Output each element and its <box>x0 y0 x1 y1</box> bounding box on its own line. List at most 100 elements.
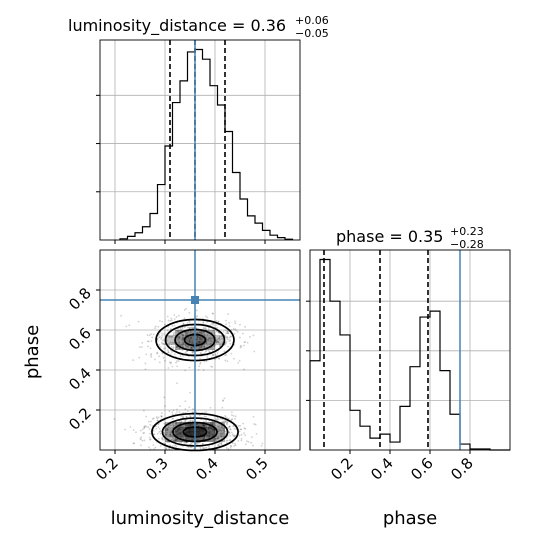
density-sample-point <box>244 443 247 446</box>
density-sample-point <box>223 397 226 400</box>
density-sample-point <box>178 329 181 332</box>
density-sample-point <box>170 328 172 330</box>
density-sample-point <box>163 323 166 326</box>
density-sample-point <box>204 446 207 449</box>
density-sample-point <box>148 436 151 439</box>
density-sample-point <box>153 433 156 436</box>
density-sample-point <box>218 442 221 445</box>
density-sample-point <box>158 361 161 364</box>
density-sample-point <box>147 345 149 348</box>
density-sample-point <box>166 329 169 332</box>
density-sample-point <box>191 346 194 349</box>
density-cell-1 <box>185 427 195 432</box>
density-sample-point <box>133 442 136 445</box>
density-sample-point <box>211 349 214 351</box>
density-sample-point <box>207 326 210 329</box>
density-sample-point <box>190 347 193 350</box>
density-sample-point <box>238 434 241 437</box>
density-sample-point <box>169 341 172 344</box>
density-sample-point <box>186 331 189 334</box>
density-sample-point <box>208 350 211 353</box>
density-sample-point <box>160 336 163 339</box>
density-sample-point <box>182 333 185 336</box>
density-sample-point <box>222 400 225 402</box>
density-sample-point <box>210 342 212 345</box>
density-sample-point <box>158 427 161 430</box>
density-sample-point <box>171 365 174 368</box>
density-sample-point <box>178 411 181 414</box>
density-sample-point <box>205 342 208 345</box>
density-sample-point <box>185 441 188 444</box>
density-sample-point <box>187 345 190 348</box>
phase-xtick-label-1: 0.4 <box>367 454 397 484</box>
density-cell-0 <box>195 345 205 350</box>
density-sample-point <box>176 382 178 385</box>
density-sample-point <box>158 430 161 433</box>
density-cell-0 <box>205 340 215 345</box>
density-sample-point <box>260 444 263 447</box>
density-sample-point <box>137 320 140 323</box>
density-sample-point <box>228 425 231 428</box>
density-sample-point <box>164 442 166 445</box>
density-sample-point <box>169 444 171 447</box>
density-sample-point <box>184 408 187 411</box>
density-sample-point <box>182 437 185 440</box>
density-sample-point <box>167 367 170 369</box>
density-sample-point <box>165 429 168 431</box>
density-sample-point <box>229 428 232 431</box>
density-sample-point <box>164 405 166 407</box>
density-sample-point <box>240 437 243 440</box>
density-sample-point <box>190 443 193 445</box>
density-sample-point <box>148 334 151 337</box>
density-sample-point <box>233 427 236 430</box>
density-sample-point <box>184 420 187 423</box>
density-sample-point <box>228 432 231 435</box>
density-sample-point <box>173 314 176 316</box>
density-sample-point <box>142 432 145 435</box>
density-sample-point <box>220 435 222 438</box>
density-sample-point <box>170 346 173 348</box>
density-sample-point <box>240 345 243 348</box>
density-sample-point <box>195 411 198 414</box>
density-sample-point <box>135 431 137 434</box>
density-sample-point <box>240 428 242 431</box>
density-sample-point <box>185 344 188 347</box>
density-sample-point <box>199 351 202 354</box>
density-sample-point <box>232 414 235 417</box>
density-sample-point <box>254 423 257 426</box>
density-sample-point <box>163 422 166 425</box>
density-sample-point <box>197 368 200 371</box>
density-sample-point <box>158 336 160 339</box>
density-sample-point <box>148 428 151 430</box>
density-sample-point <box>169 362 172 365</box>
density-sample-point <box>149 354 152 357</box>
density-sample-point <box>191 408 194 411</box>
density-sample-point <box>206 356 209 358</box>
density-sample-point <box>200 345 203 348</box>
density-sample-point <box>199 332 202 334</box>
density-sample-point <box>181 327 184 330</box>
density-sample-point <box>217 444 219 447</box>
density-sample-point <box>252 334 255 337</box>
density-sample-point <box>210 422 212 425</box>
phase-gridlines <box>310 250 510 450</box>
density-sample-point <box>225 336 228 338</box>
density-sample-point <box>216 437 219 439</box>
density-sample-point <box>162 342 165 345</box>
density-sample-point <box>235 428 238 431</box>
phase-xtick-label-2: 0.6 <box>407 454 437 484</box>
density-sample-point <box>225 342 227 344</box>
density-sample-point <box>166 339 168 342</box>
density-sample-point <box>239 346 242 349</box>
density-sample-point <box>172 334 175 336</box>
density-sample-point <box>172 439 175 442</box>
x-axis-label-luminosity-distance: luminosity_distance <box>111 508 290 529</box>
density-sample-point <box>161 332 163 335</box>
density-sample-point <box>217 435 219 438</box>
density-sample-point <box>182 425 184 428</box>
density-sample-point <box>132 442 135 445</box>
density-sample-point <box>205 415 207 418</box>
density-sample-point <box>156 339 159 342</box>
density-sample-point <box>223 430 226 432</box>
density-sample-point <box>182 436 185 439</box>
